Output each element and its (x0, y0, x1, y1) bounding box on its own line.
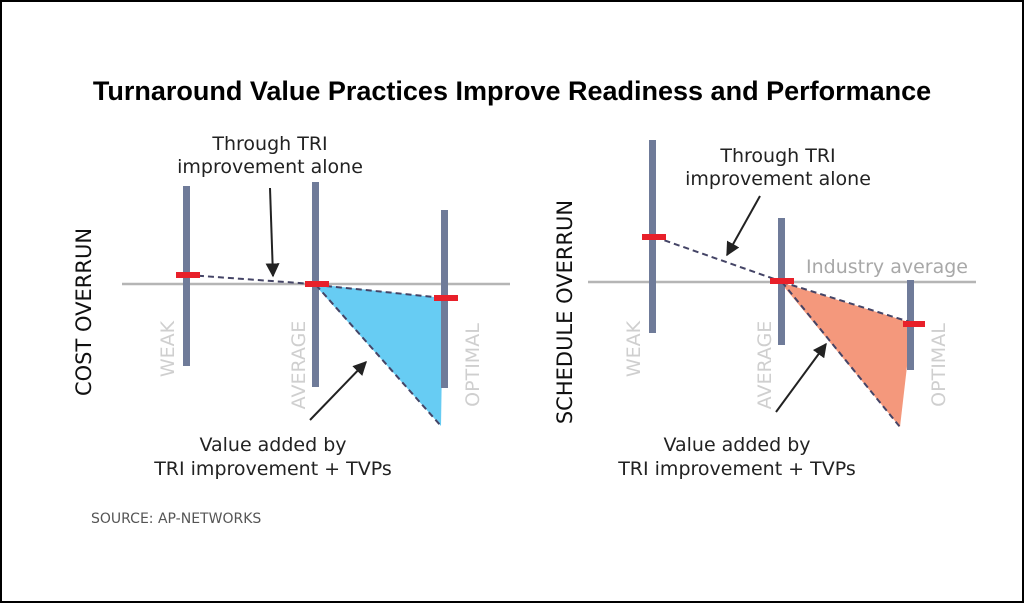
cost-annotation-top-arrow (265, 187, 280, 278)
schedule-weak-label: WEAK (623, 320, 645, 377)
schedule-optimal-dashed-line (781, 281, 914, 324)
schedule-annotation-top-arrow (726, 195, 761, 257)
schedule-annotation-top-line2: improvement alone (685, 168, 871, 190)
cost-annotation-top-line1: Through TRI (211, 133, 327, 155)
schedule-annotation-bottom-line2: TRI improvement + TVPs (617, 458, 856, 480)
schedule-tri-dashed-line (654, 236, 781, 282)
cost-optimal-label: OPTIMAL (462, 323, 484, 407)
cost-optimal-dashed-line (315, 284, 445, 299)
schedule-optimal-marker (903, 321, 925, 327)
schedule-annotation-bottom-arrow (775, 342, 827, 413)
schedule-ylabel: SCHEDULE OVERRUN (553, 200, 577, 424)
schedule-annotation-bottom-line1: Value added by (663, 434, 810, 456)
cost-weak-label: WEAK (157, 320, 179, 377)
cost-annotation-bottom-arrow (309, 360, 367, 421)
schedule-industry-average-label: Industry average (806, 256, 968, 278)
schedule-overrun-panel: SCHEDULE OVERRUN Industry average WEAK A… (553, 140, 976, 480)
schedule-average-marker (770, 278, 794, 284)
cost-overrun-panel: COST OVERRUN WEAK AVERAGE OPTIMAL Throug… (72, 133, 510, 480)
cost-average-marker (305, 281, 329, 287)
cost-average-label: AVERAGE (288, 321, 310, 410)
schedule-optimal-label: OPTIMAL (928, 323, 950, 407)
schedule-weak-marker (642, 234, 666, 240)
cost-annotation-top-line2: improvement alone (177, 156, 363, 178)
source-note: SOURCE: AP-NETWORKS (91, 511, 262, 527)
schedule-average-label: AVERAGE (754, 321, 776, 410)
cost-annotation-bottom-line1: Value added by (199, 434, 346, 456)
schedule-tvp-dashed-line (781, 281, 901, 428)
cost-optimal-marker (434, 295, 458, 301)
schedule-annotation-top-line1: Through TRI (719, 145, 835, 167)
cost-weak-marker (176, 272, 200, 278)
cost-tri-dashed-line (187, 274, 314, 285)
cost-ylabel: COST OVERRUN (72, 228, 96, 396)
cost-tvp-dashed-line (315, 284, 442, 427)
chart-title: Turnaround Value Practices Improve Readi… (92, 76, 932, 106)
cost-annotation-bottom-line2: TRI improvement + TVPs (153, 458, 392, 480)
schedule-value-area (780, 282, 912, 427)
